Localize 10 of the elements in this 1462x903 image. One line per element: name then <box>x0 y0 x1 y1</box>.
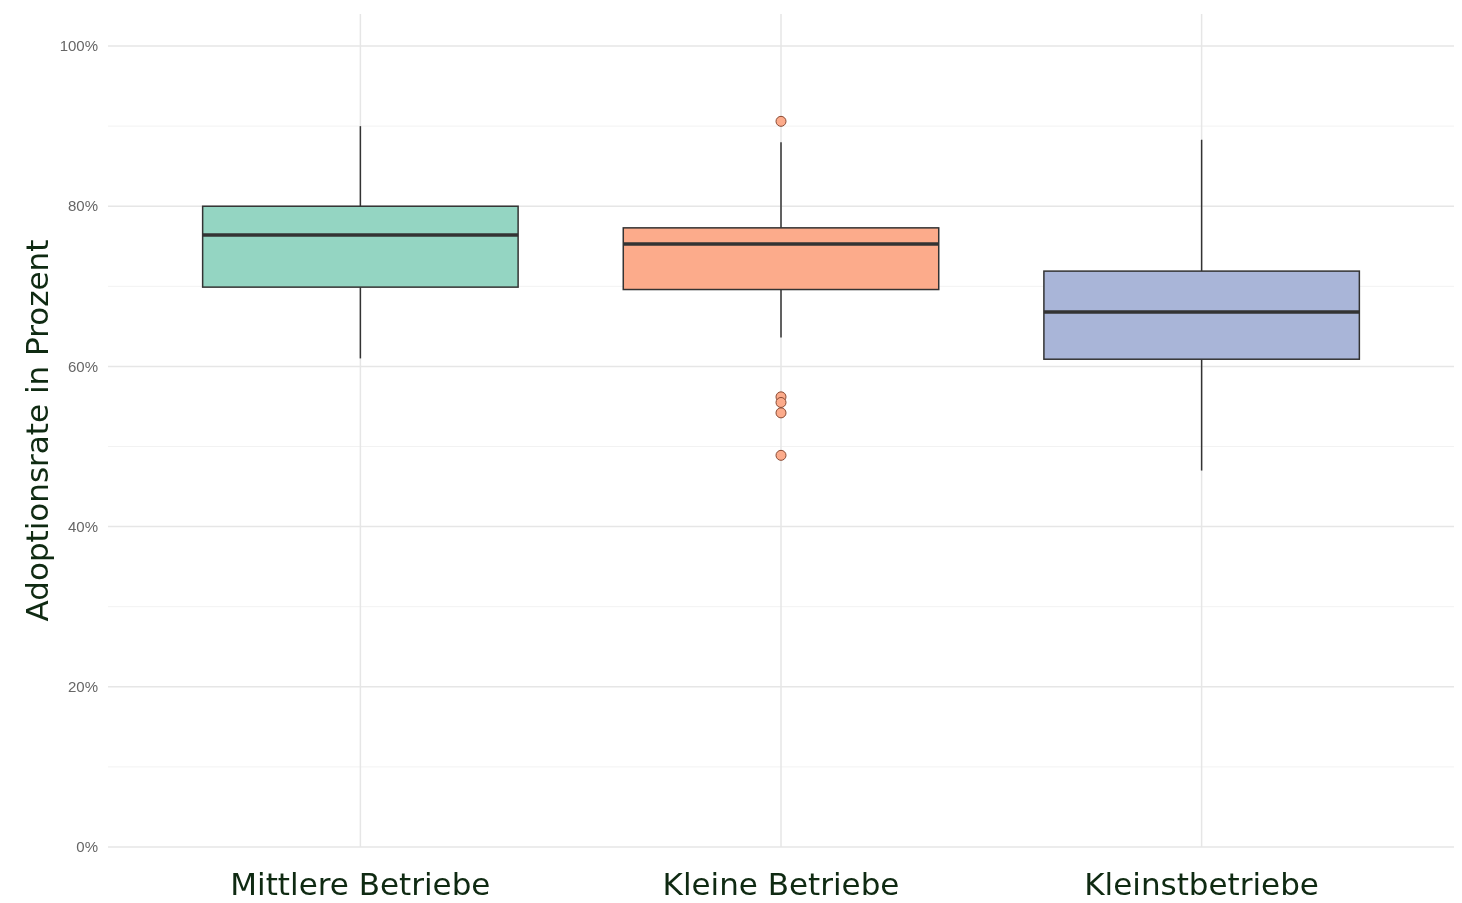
x-tick-label: Kleine Betriebe <box>662 866 900 902</box>
y-tick-label: 40% <box>67 517 98 535</box>
x-tick-label: Mittlere Betriebe <box>230 866 491 902</box>
x-tick-label: Kleinstbetriebe <box>1084 866 1319 902</box>
y-tick-label: 0% <box>76 838 98 856</box>
y-axis-title: Adoptionsrate in Prozent <box>19 239 55 622</box>
y-tick-label: 20% <box>67 678 98 696</box>
y-tick-label: 60% <box>67 357 98 375</box>
y-tick-label: 100% <box>59 37 98 55</box>
y-tick-label: 80% <box>67 197 98 215</box>
